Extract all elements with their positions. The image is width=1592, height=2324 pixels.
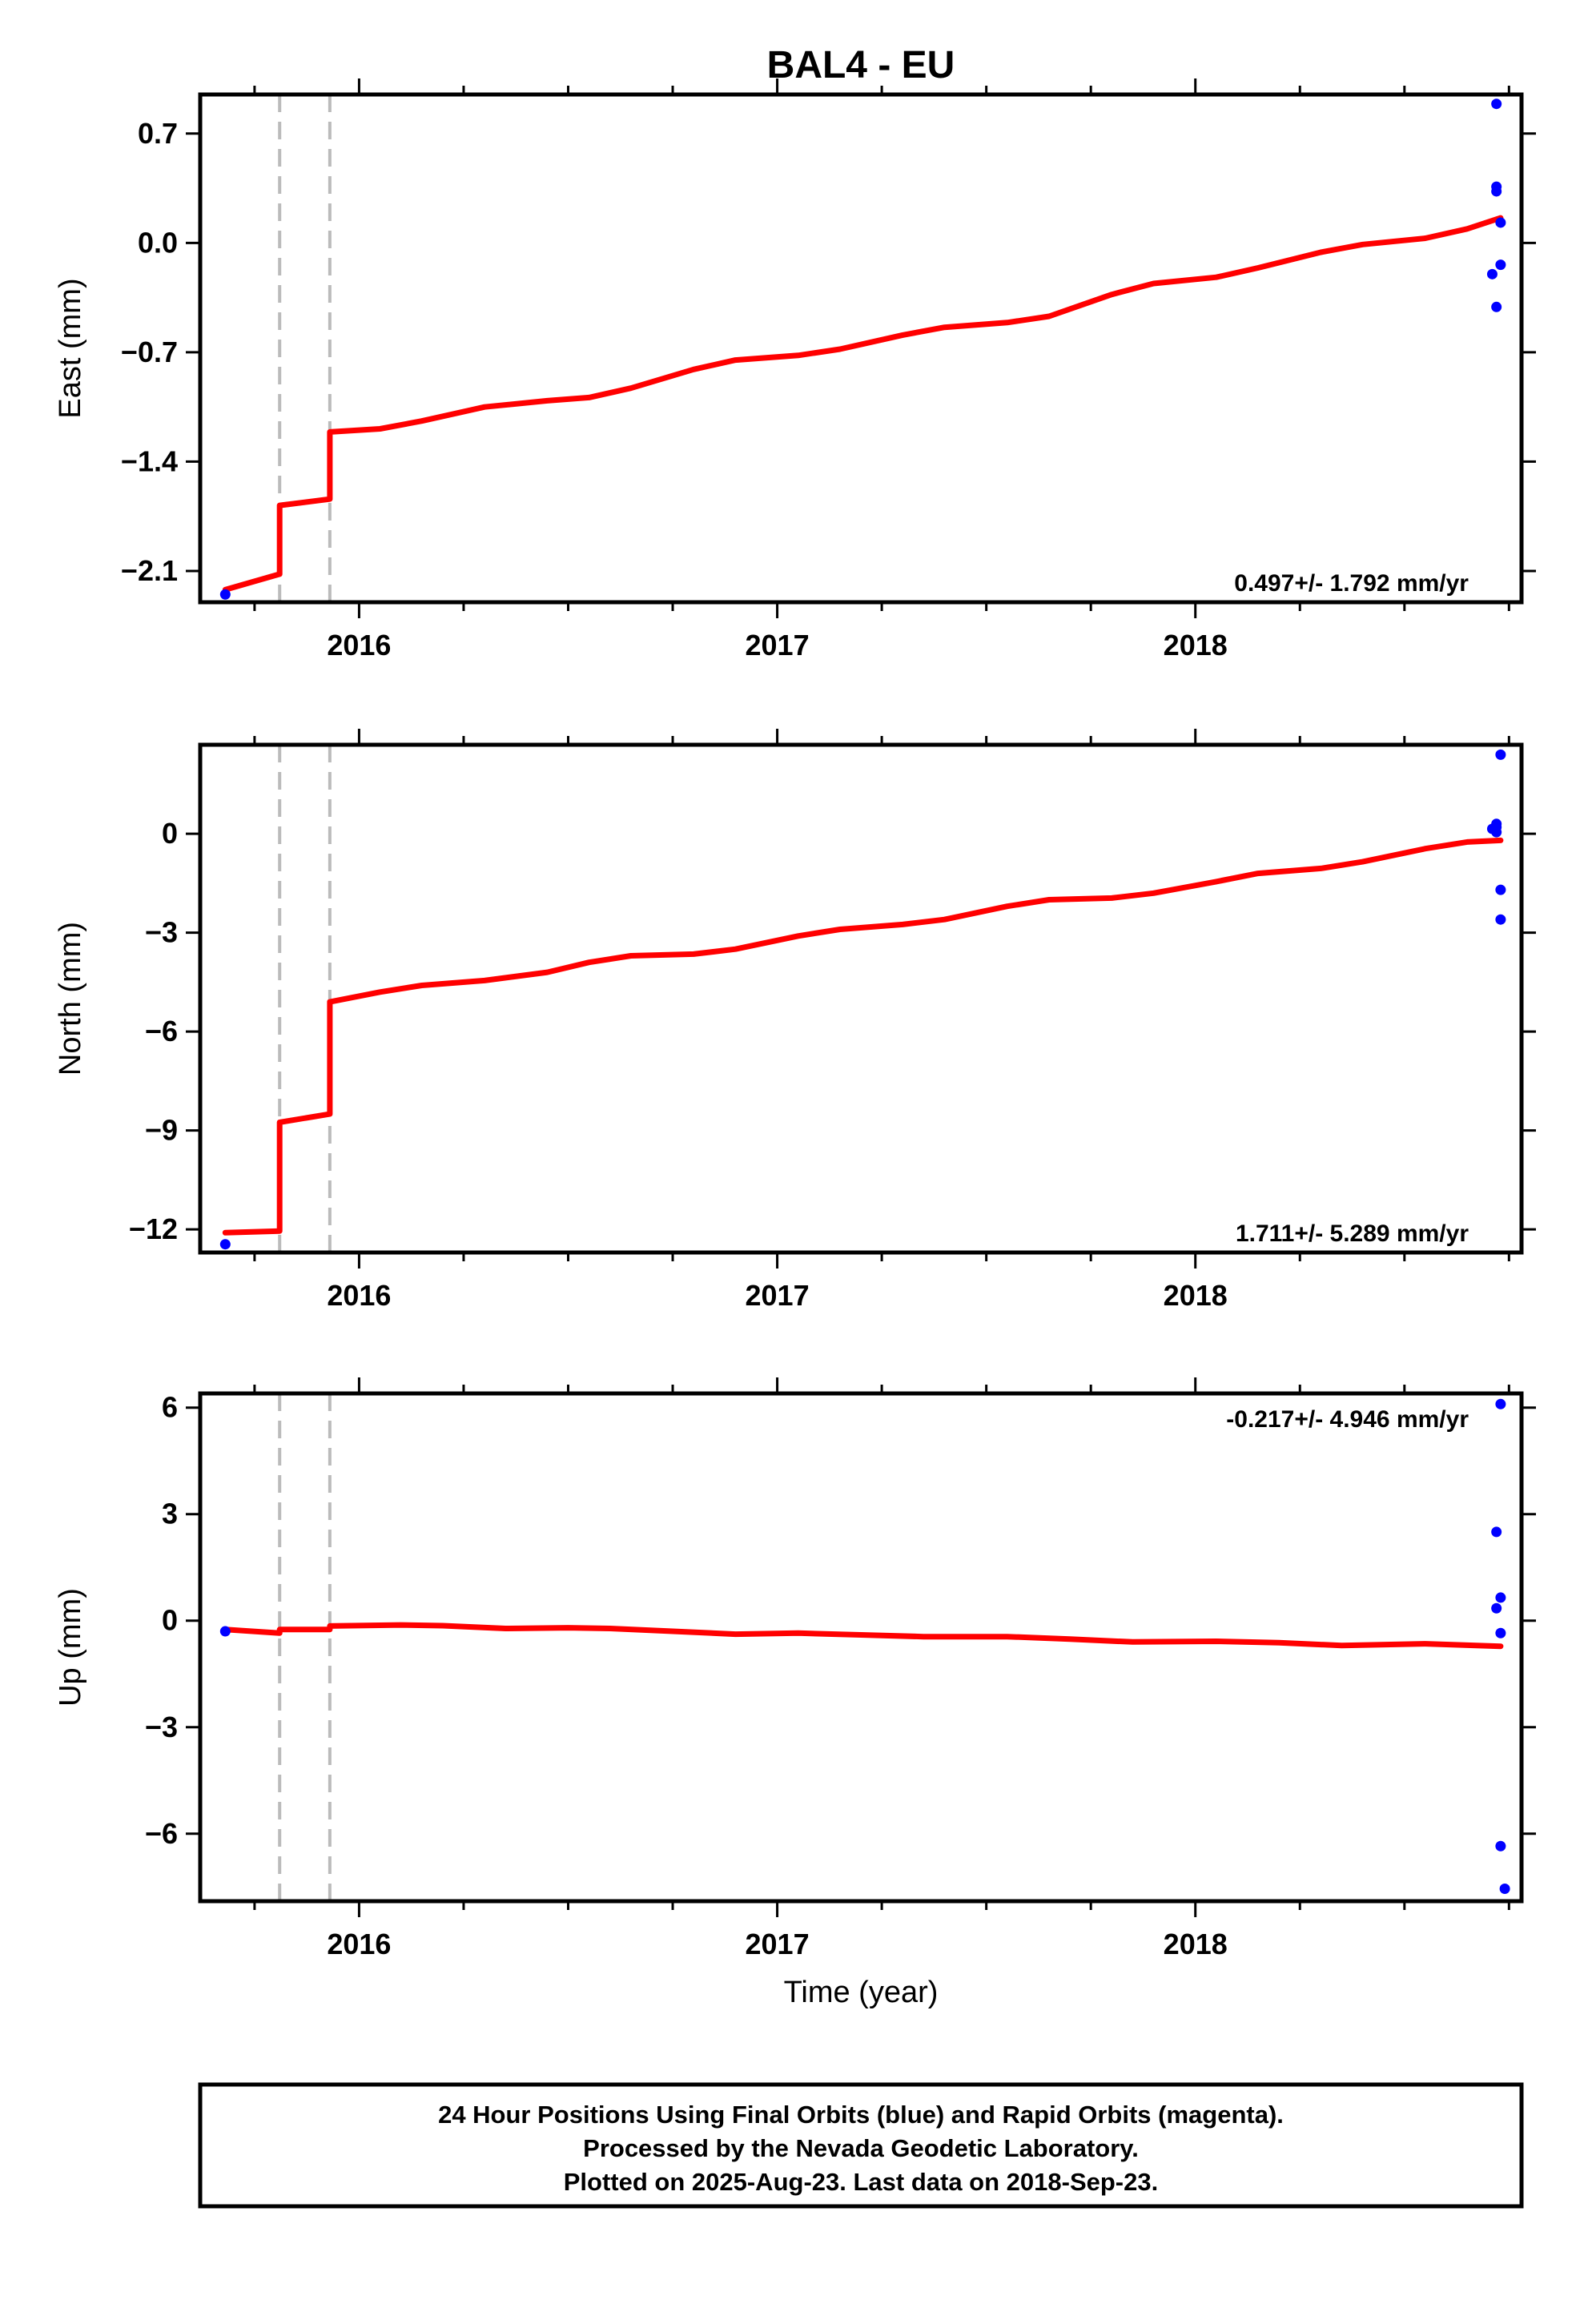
fit-line — [222, 1622, 1504, 1650]
fit-line — [222, 215, 1504, 593]
plot-frame — [198, 1391, 1524, 1904]
data-point-2 — [1495, 1398, 1506, 1409]
panel-east: 0.7 0.0 −0.7 −1.4 −2.1 2016 2017 2018 East (mm) 0… — [54, 78, 1536, 661]
panels: 0.7 0.0 −0.7 −1.4 −2.1 2016 2017 2018 East (mm) 0… — [54, 78, 1536, 2009]
data-point-8 — [1499, 1883, 1510, 1894]
data-point-5 — [1491, 1602, 1502, 1614]
data-point-3 — [1491, 1526, 1502, 1538]
data-point-5 — [1495, 217, 1506, 228]
caption-box: 24 Hour Positions Using Final Orbits (bl… — [198, 2082, 1524, 2209]
velocity-label: -0.217+/- 4.946 mm/yr — [1226, 1406, 1469, 1433]
caption-line-1: 24 Hour Positions Using Final Orbits (bl… — [438, 2101, 1284, 2129]
data-point-7 — [1495, 1840, 1506, 1852]
velocity-label: 0.497+/- 1.792 mm/yr — [1234, 570, 1469, 597]
x-tick-label: 2018 — [1164, 629, 1228, 661]
data-point-7 — [1486, 268, 1498, 279]
x-tick-label: 2016 — [327, 1928, 391, 1960]
caption-border — [198, 2082, 1524, 2209]
y-tick-label: 6 — [162, 1391, 178, 1424]
data-point-6 — [1491, 826, 1502, 838]
data-point-2 — [1495, 749, 1506, 760]
x-tick-label: 2018 — [1164, 1279, 1228, 1312]
data-point-4 — [1495, 1592, 1506, 1603]
y-tick-label: −6 — [145, 1817, 178, 1850]
panel-up: 6 3 0 −3 −6 2016 2017 2018 Up (mm) -0.217+/- 4.94… — [54, 1377, 1536, 2009]
chart-title: BAL4 - EU — [767, 44, 955, 86]
data-point-7 — [1495, 884, 1506, 895]
y-tick-label: −3 — [145, 916, 178, 949]
plot-frame — [198, 92, 1524, 605]
y-tick-label: −9 — [145, 1114, 178, 1147]
y-axis-label: East (mm) — [54, 278, 87, 418]
data-point-4 — [1491, 186, 1502, 197]
velocity-label: 1.711+/- 5.289 mm/yr — [1236, 1220, 1469, 1247]
plot-frame — [198, 742, 1524, 1255]
fit-line — [222, 837, 1504, 1236]
x-tick-label: 2016 — [327, 1279, 391, 1312]
y-tick-label: −0.7 — [121, 336, 178, 368]
panel-north: 0 −3 −6 −9 −12 2016 2017 2018 North (mm) 1.711+/-… — [54, 729, 1536, 1312]
data-point-1 — [219, 589, 231, 600]
x-tick-label: 2017 — [746, 1928, 810, 1960]
y-tick-label: 0 — [162, 817, 178, 850]
data-point-8 — [1491, 301, 1502, 312]
y-axis-label: North (mm) — [54, 922, 87, 1076]
x-tick-label: 2018 — [1164, 1928, 1228, 1960]
y-tick-label: 3 — [162, 1498, 178, 1530]
y-axis-label: Up (mm) — [54, 1588, 87, 1707]
y-tick-label: 0.0 — [138, 226, 178, 259]
data-point-8 — [1495, 914, 1506, 925]
data-point-6 — [1495, 259, 1506, 271]
y-tick-label: 0.7 — [138, 117, 178, 150]
data-point-1 — [219, 1239, 231, 1250]
y-tick-label: −6 — [145, 1015, 178, 1047]
caption-line-2: Processed by the Nevada Geodetic Laborat… — [583, 2134, 1139, 2162]
x-tick-label: 2016 — [327, 629, 391, 661]
y-tick-label: −2.1 — [121, 554, 178, 587]
data-point-2 — [1491, 99, 1502, 110]
x-tick-label: 2017 — [746, 1279, 810, 1312]
y-tick-label: −1.4 — [121, 444, 178, 477]
data-point-1 — [219, 1626, 231, 1637]
caption-line-3: Plotted on 2025-Aug-23. Last data on 201… — [564, 2168, 1158, 2196]
y-tick-label: −3 — [145, 1711, 178, 1743]
data-point-6 — [1495, 1627, 1506, 1638]
y-tick-label: 0 — [162, 1604, 178, 1637]
y-tick-label: −12 — [129, 1212, 178, 1245]
x-tick-label: 2017 — [746, 629, 810, 661]
x-axis-label: Time (year) — [784, 1976, 939, 2009]
